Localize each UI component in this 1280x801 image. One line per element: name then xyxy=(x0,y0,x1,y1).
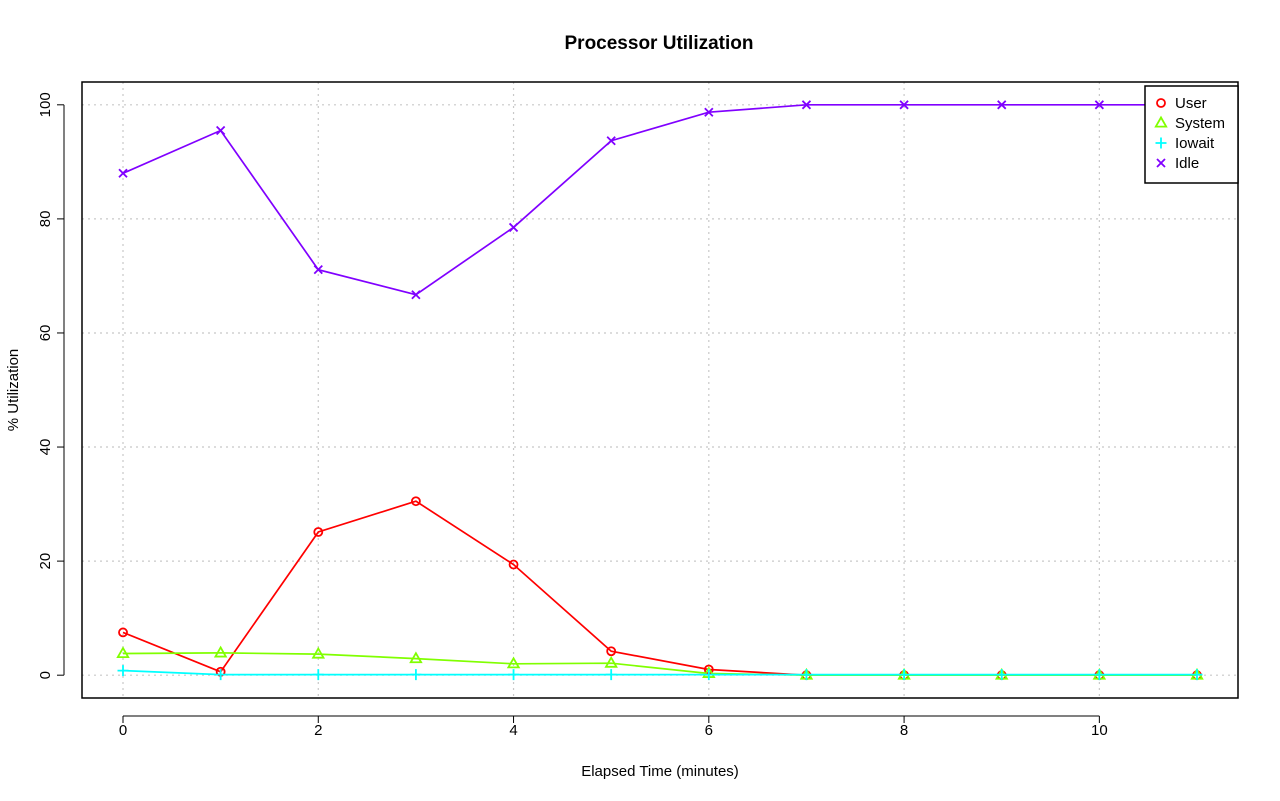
data-point-iowait xyxy=(215,669,227,681)
data-point-system xyxy=(604,655,618,668)
data-point-idle xyxy=(216,125,226,136)
data-point-user xyxy=(411,496,421,507)
y-tick-label: 100 xyxy=(37,92,54,117)
legend: User System Iowait Idle xyxy=(1144,85,1239,184)
y-tick-label: 60 xyxy=(37,325,54,342)
series-line-system xyxy=(122,652,1197,677)
data-point-idle xyxy=(997,100,1007,110)
legend-label-system: System xyxy=(1175,115,1225,132)
data-point-iowait xyxy=(117,665,129,677)
plot-frame xyxy=(81,81,1239,699)
x-tick-label: 4 xyxy=(509,722,517,739)
x-axis-label: Elapsed Time (minutes) xyxy=(581,763,739,780)
x-axis: 0 2 4 6 8 10 xyxy=(119,715,1108,739)
data-point-user xyxy=(606,646,617,657)
series-lines xyxy=(122,103,1197,677)
x-tick-label: 6 xyxy=(705,722,713,739)
data-point-iowait xyxy=(410,669,422,681)
data-point-user xyxy=(508,559,519,570)
data-point-iowait xyxy=(996,669,1008,681)
series-line-iowait xyxy=(122,669,1197,676)
y-tick-label: 80 xyxy=(37,211,54,228)
chart-title: Processor Utilization xyxy=(565,33,754,54)
data-point-idle xyxy=(411,290,421,300)
y-axis: 0 20 40 60 80 100 xyxy=(37,92,65,679)
grid xyxy=(82,82,1238,698)
data-point-iowait xyxy=(1093,669,1105,681)
series-line-idle xyxy=(122,103,1197,296)
data-point-idle xyxy=(118,168,128,178)
x-tick-label: 8 xyxy=(900,722,908,739)
y-tick-label: 0 xyxy=(37,671,54,679)
data-point-iowait xyxy=(898,669,910,681)
series-markers xyxy=(116,100,1204,681)
data-point-user xyxy=(313,527,324,537)
x-tick-label: 0 xyxy=(119,722,127,739)
data-point-system xyxy=(116,646,130,659)
data-point-iowait xyxy=(1191,669,1203,681)
x-tick-label: 2 xyxy=(314,722,322,739)
data-point-system xyxy=(311,646,326,659)
data-point-iowait xyxy=(508,669,520,681)
legend-marker-user xyxy=(1156,98,1166,108)
y-tick-label: 20 xyxy=(37,553,54,570)
data-point-idle xyxy=(704,107,714,117)
data-point-idle xyxy=(1094,100,1104,110)
legend-label-iowait: Iowait xyxy=(1175,135,1215,152)
data-point-iowait xyxy=(312,669,324,681)
data-point-iowait xyxy=(703,669,715,681)
legend-marker-idle xyxy=(1156,158,1166,168)
series-line-user xyxy=(122,500,1197,677)
y-axis-label: % Utilization xyxy=(5,349,22,432)
y-tick-label: 40 xyxy=(37,439,54,456)
data-point-idle xyxy=(508,222,519,233)
data-point-iowait xyxy=(605,669,617,681)
data-point-system xyxy=(506,656,521,669)
data-point-user xyxy=(118,627,128,638)
data-point-iowait xyxy=(800,669,812,681)
data-point-idle xyxy=(606,136,616,146)
data-point-system xyxy=(409,651,423,664)
legend-marker-system xyxy=(1154,115,1168,128)
legend-label-idle: Idle xyxy=(1175,155,1199,172)
x-tick-label: 10 xyxy=(1091,722,1108,739)
legend-box xyxy=(1144,85,1239,184)
data-point-idle xyxy=(313,265,323,275)
legend-label-user: User xyxy=(1175,95,1207,112)
data-point-system xyxy=(213,645,228,658)
data-point-idle xyxy=(801,100,812,110)
data-point-idle xyxy=(899,100,909,110)
legend-marker-iowait xyxy=(1155,137,1167,149)
